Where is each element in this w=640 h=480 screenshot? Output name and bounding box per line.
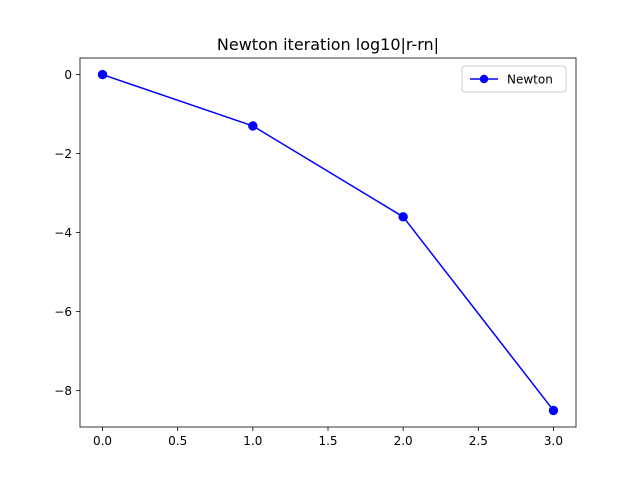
legend-box xyxy=(461,65,567,93)
chart-title: Newton iteration log10|r-rn| xyxy=(217,35,439,54)
data-point xyxy=(398,212,408,222)
axes-layer: 0.0 0.5 1.0 1.5 2.0 2.5 3.0 0 −2 −4 −6 −8 xyxy=(54,57,577,448)
y-tick-label: −2 xyxy=(54,147,72,161)
data-point xyxy=(548,405,559,416)
series-line xyxy=(102,73,555,411)
y-tick-label: −4 xyxy=(54,226,72,240)
data-point xyxy=(248,121,258,131)
data-point xyxy=(97,69,108,80)
x-tick-label: 1.0 xyxy=(243,434,262,448)
x-tick-label: 0.0 xyxy=(93,434,112,448)
x-tick-label: 2.5 xyxy=(469,434,488,448)
legend-marker xyxy=(479,74,489,84)
series-layer xyxy=(97,69,559,416)
legend-label: Newton xyxy=(507,73,553,87)
x-tick-label: 0.5 xyxy=(168,434,187,448)
x-tick-label: 2.0 xyxy=(394,434,413,448)
y-tick-label: −8 xyxy=(54,384,72,398)
y-tick-label: −6 xyxy=(54,305,72,319)
legend: Newton xyxy=(461,65,567,93)
x-tick-label: 3.0 xyxy=(544,434,563,448)
x-tick-label: 1.5 xyxy=(318,434,337,448)
y-tick-label: 0 xyxy=(64,68,72,82)
